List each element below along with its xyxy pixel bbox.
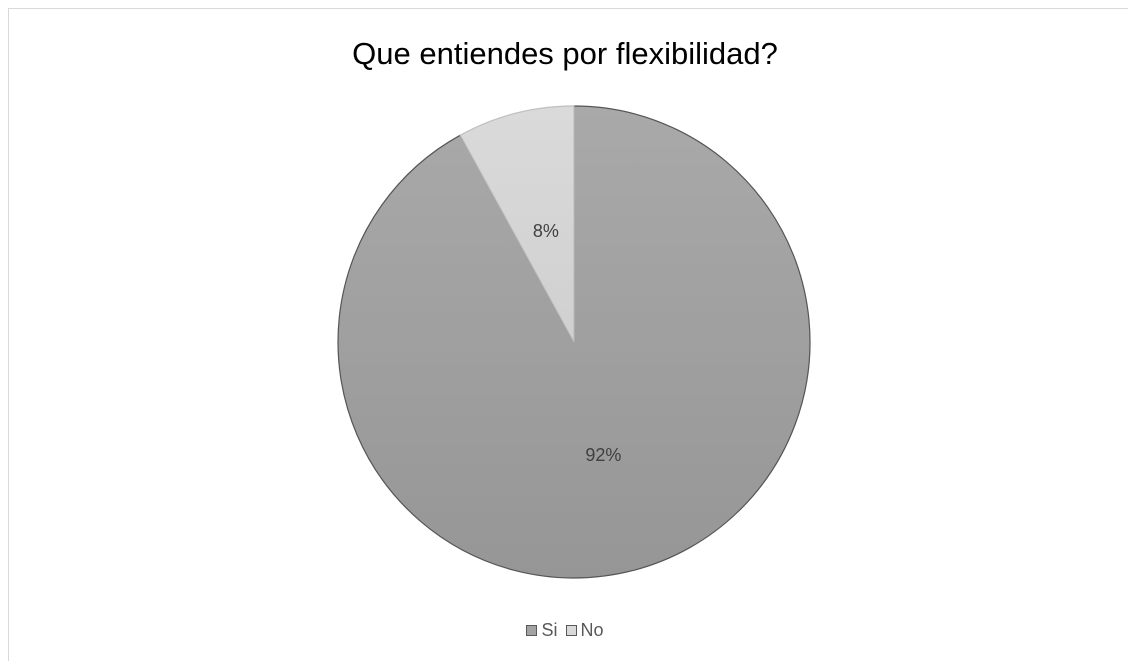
pie-slice-no [459,105,575,343]
legend-label-no: No [580,620,604,640]
data-label-no: 8% [533,221,559,241]
legend-item-no: No [565,620,604,641]
legend: Si No [0,620,1130,641]
legend-item-si: Si [526,620,558,641]
chart-title: Que entiendes por flexibilidad? [352,36,778,71]
legend-label-si: Si [541,620,558,640]
legend-swatch-si [526,625,538,636]
data-label-si: 92% [585,445,621,465]
legend-swatch-no [565,625,577,636]
